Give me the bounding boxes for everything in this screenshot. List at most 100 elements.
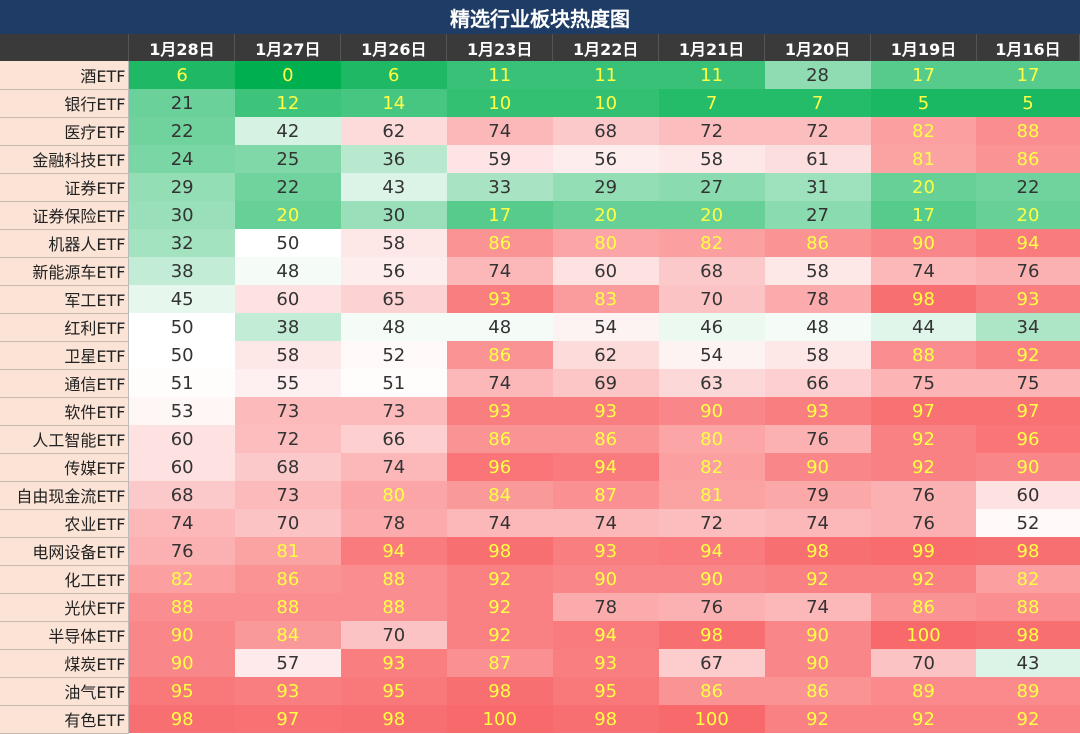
heatmap-cell: 70	[234, 509, 341, 537]
heatmap-cell: 74	[446, 369, 553, 397]
heatmap-cell: 87	[446, 649, 553, 677]
heatmap-cell: 98	[976, 537, 1080, 565]
heatmap-cell: 17	[870, 61, 977, 89]
heatmap-cell: 63	[658, 369, 765, 397]
heatmap-cell: 86	[764, 677, 871, 705]
heatmap-cell: 94	[976, 229, 1080, 257]
heatmap-cell: 92	[870, 453, 977, 481]
heatmap-cell: 76	[764, 425, 871, 453]
heatmap-cell: 88	[234, 593, 341, 621]
heatmap-cell: 31	[764, 173, 871, 201]
heatmap-cell: 70	[870, 649, 977, 677]
heatmap-cell: 22	[976, 173, 1080, 201]
column-header: 1月20日	[764, 34, 872, 61]
heatmap-cell: 99	[870, 537, 977, 565]
heatmap-cell: 54	[552, 313, 659, 341]
heatmap-cell: 76	[128, 537, 235, 565]
heatmap-cell: 86	[976, 145, 1080, 173]
heatmap-cell: 69	[552, 369, 659, 397]
heatmap-cell: 88	[976, 117, 1080, 145]
heatmap-cell: 78	[340, 509, 447, 537]
heatmap-cell: 80	[658, 425, 765, 453]
heatmap-cell: 60	[128, 453, 235, 481]
heatmap-row: 军工ETF 45 60 65 93 83 70 78 98 93	[0, 285, 1080, 314]
heatmap-cell: 61	[764, 145, 871, 173]
heatmap-cell: 82	[658, 229, 765, 257]
heatmap-cell: 22	[128, 117, 235, 145]
heatmap-row: 煤炭ETF 90 57 93 87 93 67 90 70 43	[0, 649, 1080, 678]
heatmap-cell: 95	[128, 677, 235, 705]
heatmap-cell: 90	[128, 621, 235, 649]
column-header: 1月21日	[658, 34, 766, 61]
heatmap-table: 1月28日 1月27日 1月26日 1月23日 1月22日 1月21日 1月20日 1月19日…	[0, 34, 1080, 734]
heatmap-cell: 11	[658, 61, 765, 89]
heatmap-cell: 50	[234, 229, 341, 257]
heatmap-cell: 48	[446, 313, 553, 341]
heatmap-cell: 50	[128, 341, 235, 369]
heatmap-cell: 76	[870, 481, 977, 509]
heatmap-row: 人工智能ETF 60 72 66 86 86 80 76 92 96	[0, 425, 1080, 454]
heatmap-cell: 95	[340, 677, 447, 705]
heatmap-cell: 73	[234, 397, 341, 425]
heatmap-cell: 45	[128, 285, 235, 313]
heatmap-cell: 29	[128, 173, 235, 201]
heatmap-cell: 17	[446, 201, 553, 229]
heatmap-cell: 6	[128, 61, 235, 89]
heatmap-cell: 54	[658, 341, 765, 369]
heatmap-cell: 74	[764, 509, 871, 537]
heatmap-cell: 70	[340, 621, 447, 649]
heatmap-cell: 94	[340, 537, 447, 565]
heatmap-cell: 57	[234, 649, 341, 677]
row-label: 医疗ETF	[0, 117, 130, 146]
heatmap-cell: 58	[764, 257, 871, 285]
heatmap-cell: 92	[870, 565, 977, 593]
heatmap-cell: 94	[658, 537, 765, 565]
heatmap-cell: 81	[870, 145, 977, 173]
heatmap-row: 自由现金流ETF 68 73 80 84 87 81 79 76 60	[0, 481, 1080, 510]
row-label: 卫星ETF	[0, 341, 130, 370]
heatmap-cell: 59	[446, 145, 553, 173]
heatmap-cell: 84	[446, 481, 553, 509]
heatmap-cell: 90	[128, 649, 235, 677]
heatmap-row: 医疗ETF 22 42 62 74 68 72 72 82 88	[0, 117, 1080, 146]
heatmap-cell: 86	[446, 341, 553, 369]
row-label: 机器人ETF	[0, 229, 130, 258]
heatmap-cell: 48	[764, 313, 871, 341]
heatmap-cell: 66	[340, 425, 447, 453]
heatmap-cell: 90	[870, 229, 977, 257]
heatmap-cell: 93	[552, 397, 659, 425]
heatmap-cell: 58	[658, 145, 765, 173]
heatmap-cell: 21	[128, 89, 235, 117]
heatmap-body: 酒ETF 6 0 6 11 11 11 28 17 17 银行ETF 21 12 14 10 10 7 7 5 5 医疗…	[0, 61, 1080, 734]
heatmap-row: 通信ETF 51 55 51 74 69 63 66 75 75	[0, 369, 1080, 398]
heatmap-cell: 22	[234, 173, 341, 201]
row-label: 自由现金流ETF	[0, 481, 130, 510]
heatmap-cell: 68	[128, 481, 235, 509]
heatmap-row: 化工ETF 82 86 88 92 90 90 92 92 82	[0, 565, 1080, 594]
heatmap-cell: 90	[658, 397, 765, 425]
heatmap-cell: 12	[234, 89, 341, 117]
heatmap-cell: 74	[764, 593, 871, 621]
heatmap-cell: 94	[552, 453, 659, 481]
heatmap-cell: 78	[764, 285, 871, 313]
heatmap-row: 软件ETF 53 73 73 93 93 90 93 97 97	[0, 397, 1080, 426]
heatmap-cell: 93	[552, 537, 659, 565]
heatmap-row: 银行ETF 21 12 14 10 10 7 7 5 5	[0, 89, 1080, 118]
heatmap-cell: 98	[870, 285, 977, 313]
heatmap-cell: 52	[976, 509, 1080, 537]
heatmap-cell: 90	[764, 649, 871, 677]
column-header: 1月19日	[870, 34, 977, 61]
heatmap-cell: 82	[658, 453, 765, 481]
heatmap-cell: 92	[976, 705, 1080, 733]
heatmap-cell: 43	[340, 173, 447, 201]
heatmap-cell: 56	[340, 257, 447, 285]
heatmap-row: 光伏ETF 88 88 88 92 78 76 74 86 88	[0, 593, 1080, 622]
heatmap-cell: 75	[976, 369, 1080, 397]
row-label: 油气ETF	[0, 677, 130, 706]
heatmap-cell: 70	[658, 285, 765, 313]
heatmap-row: 半导体ETF 90 84 70 92 94 98 90 100 98	[0, 621, 1080, 650]
heatmap-cell: 17	[976, 61, 1080, 89]
heatmap-cell: 62	[340, 117, 447, 145]
heatmap-cell: 86	[870, 593, 977, 621]
chart-title: 精选行业板块热度图	[0, 0, 1080, 34]
